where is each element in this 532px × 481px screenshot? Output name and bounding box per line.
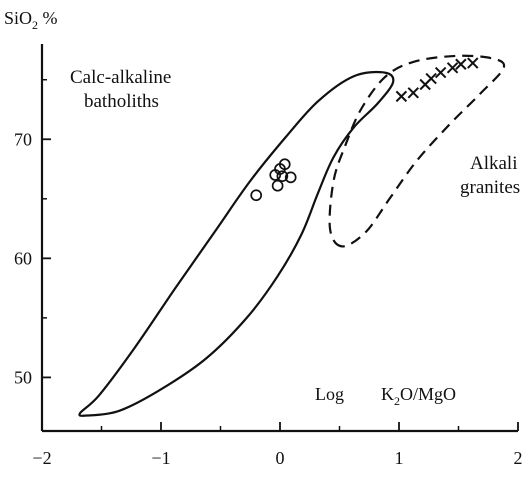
x-tick-label: −1: [151, 448, 170, 468]
cross-marker: [446, 62, 459, 74]
cross-marker: [425, 72, 437, 85]
y-axis-label-subscript: 2: [32, 18, 38, 32]
calc-alkaline-field-outline: [78, 70, 395, 417]
x-tick-label: 0: [276, 448, 285, 468]
circle-marker: [250, 189, 263, 202]
y-axis-label-main: SiO: [4, 8, 32, 28]
cross-marker: [455, 58, 467, 70]
circle-marker: [276, 170, 289, 183]
cross-marker-stroke: [446, 62, 459, 74]
cross-marker: [434, 66, 447, 79]
x-tick-label: 1: [395, 448, 404, 468]
x-axis-label-rest: O/MgO: [400, 384, 456, 404]
cross-marker-stroke: [434, 66, 447, 79]
axis-tick-labels: −2 −1 0 1 2 50 60 70: [14, 129, 523, 468]
cross-marker: [395, 90, 408, 103]
cross-marker: [407, 87, 419, 99]
y-tick-label: 50: [14, 367, 32, 387]
y-axis-label-rest: %: [38, 8, 58, 28]
alkali-granite-field-outline: [328, 54, 506, 248]
cross-marker-stroke: [455, 58, 467, 70]
calc-alkaline-label-line2: batholiths: [84, 91, 159, 112]
x-axis-label: K2O/MgO: [381, 384, 456, 408]
circle-marker: [284, 171, 297, 184]
cross-marker-stroke: [467, 57, 479, 69]
cross-marker-stroke: [407, 87, 419, 99]
x-axis-label-k: K: [381, 384, 394, 404]
calc-alkaline-label-line1: Calc-alkaline: [70, 67, 171, 88]
cross-marker-stroke: [395, 90, 408, 103]
y-tick-label: 60: [14, 248, 32, 268]
x-axis-label-prefix: Log: [315, 384, 344, 404]
circle-marker: [278, 158, 291, 171]
y-tick-label: 70: [14, 129, 32, 149]
y-axis-label: SiO2 %: [4, 8, 58, 32]
field-outlines: [78, 54, 506, 417]
axis-ticks: [41, 78, 519, 431]
alkali-granites-label-line1: Alkali: [470, 153, 518, 174]
data-markers: [250, 57, 479, 202]
x-tick-label: −2: [32, 448, 51, 468]
x-axis-label-subscript: 2: [394, 394, 400, 408]
cross-marker-stroke: [425, 72, 437, 85]
x-tick-label: 2: [514, 448, 523, 468]
circle-marker: [271, 179, 284, 192]
cross-marker: [467, 57, 479, 69]
alkali-granites-label-line2: granites: [460, 177, 520, 198]
